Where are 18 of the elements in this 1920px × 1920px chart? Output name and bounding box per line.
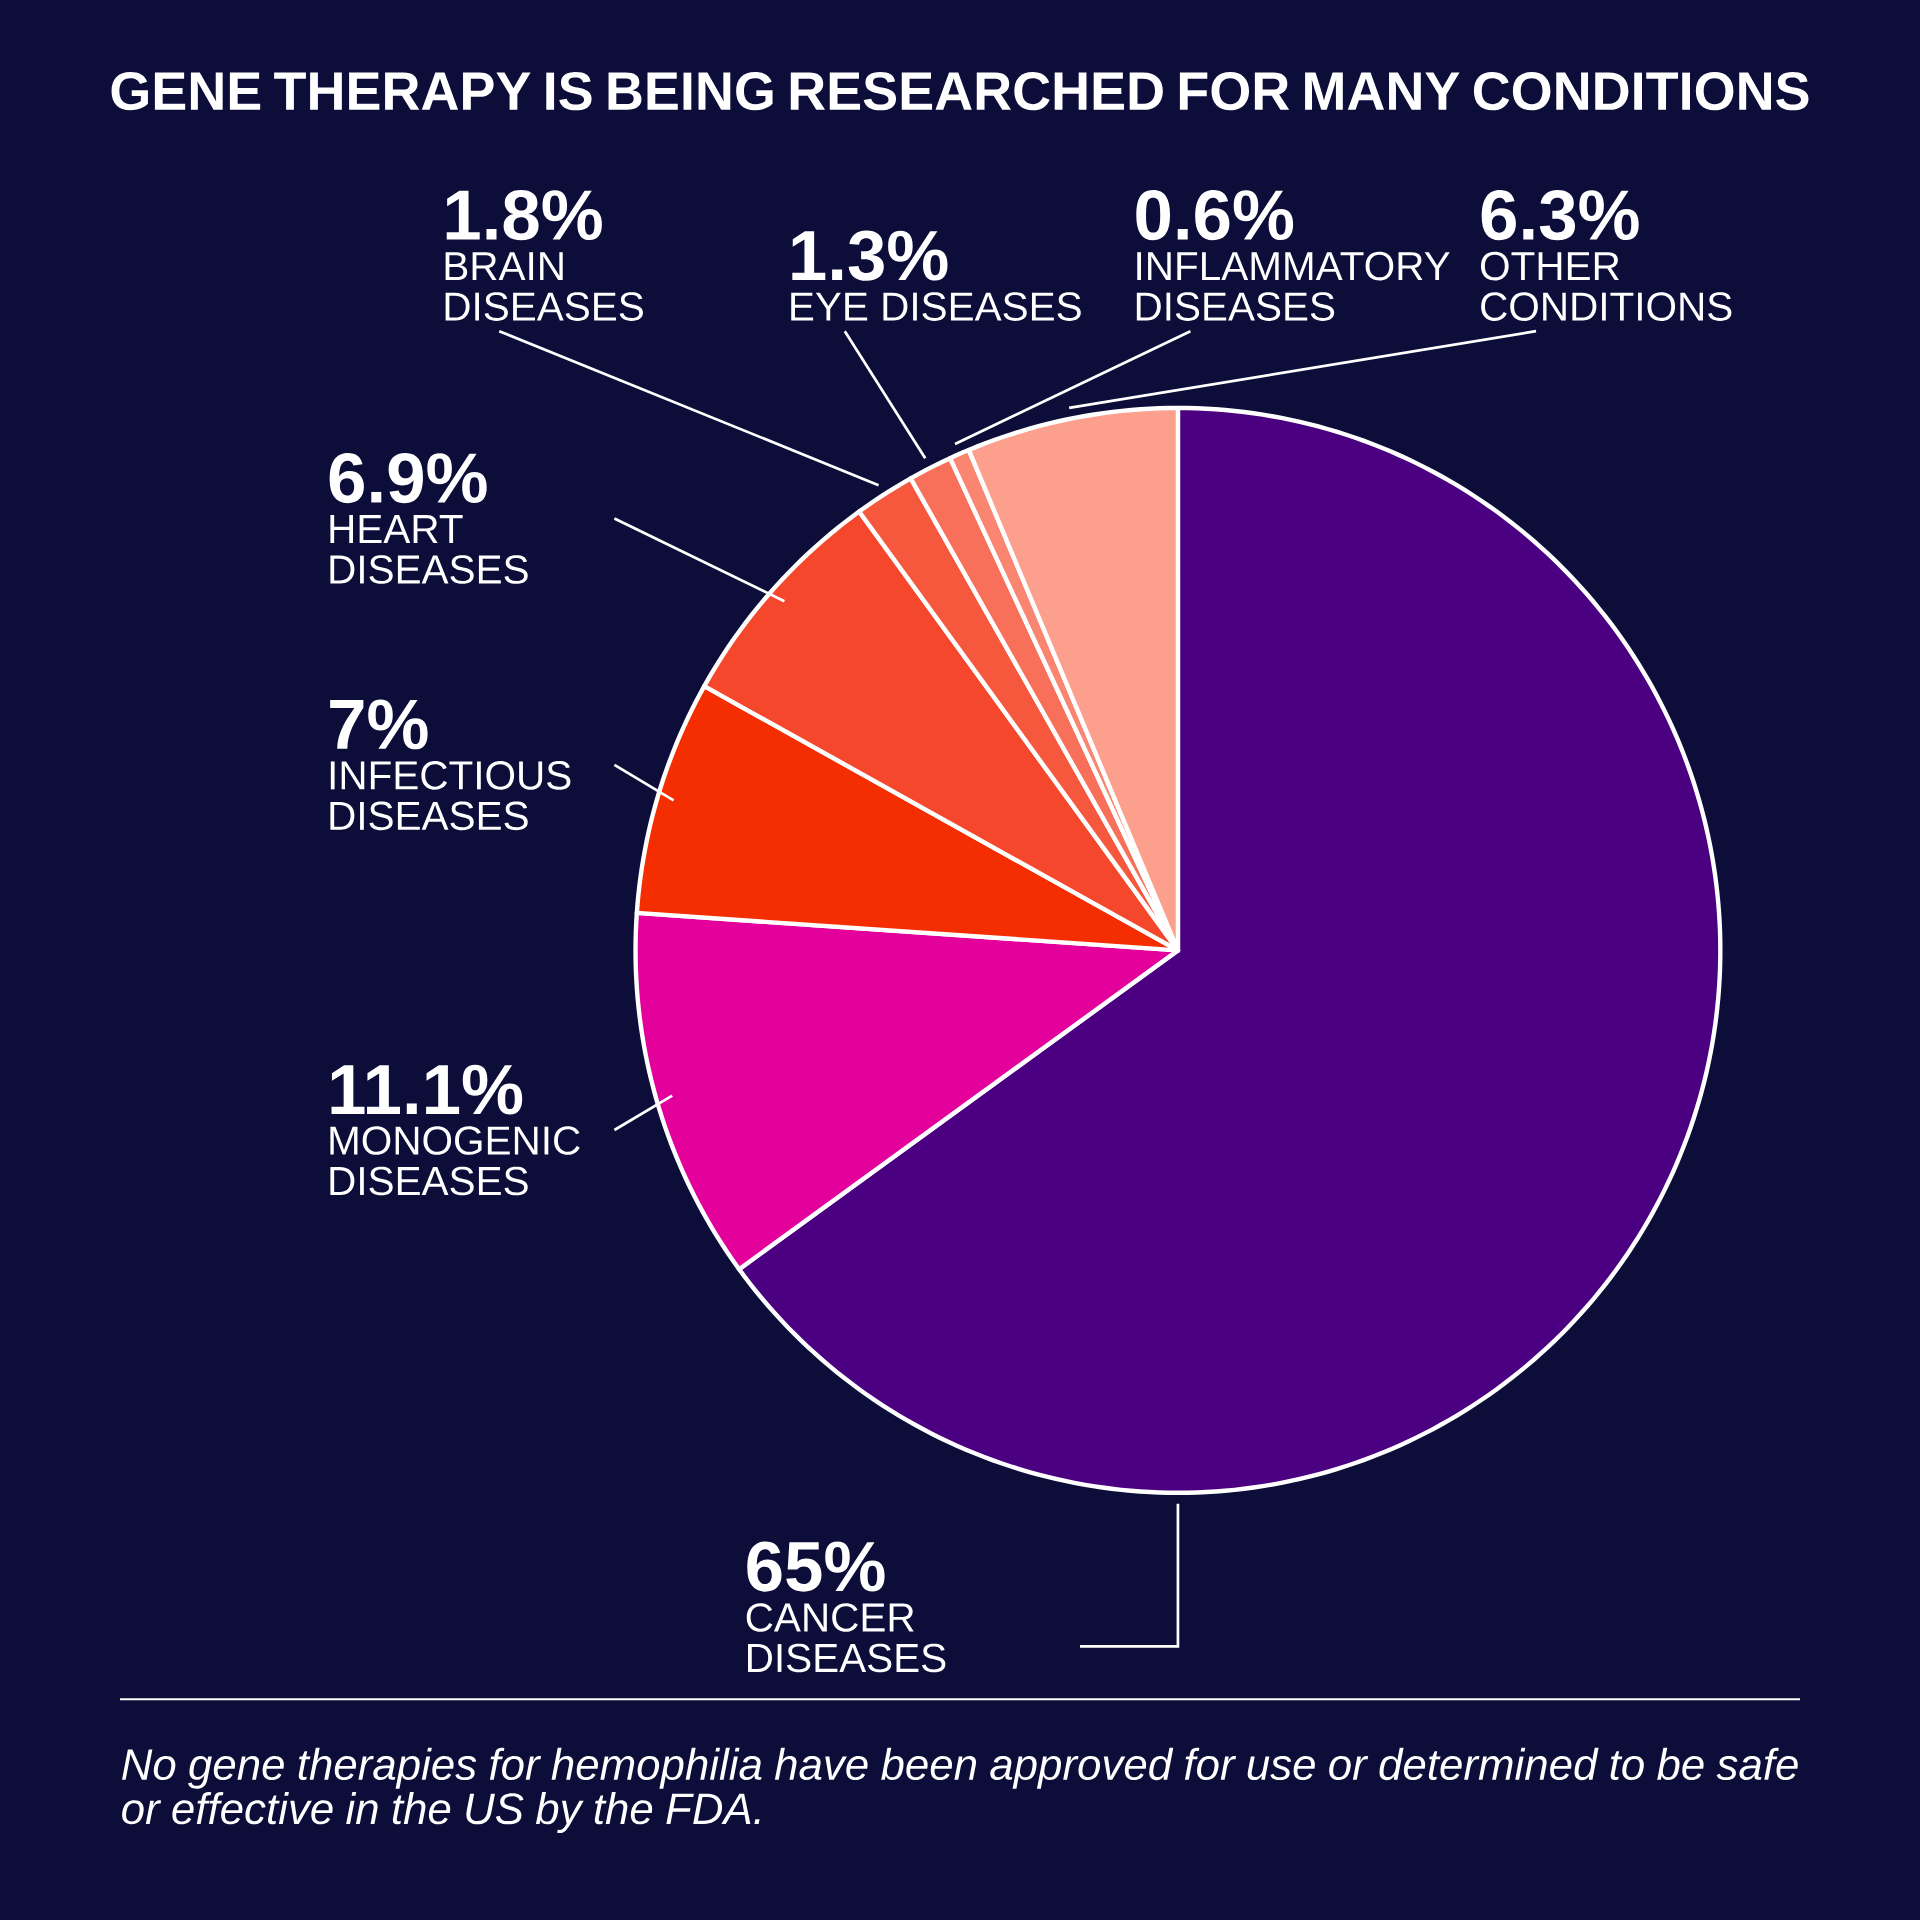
- slice-label: INFECTIOUS DISEASES: [330, 761, 571, 831]
- slice-label: CANCER DISEASES: [746, 1603, 946, 1673]
- data-label: 7%: [330, 699, 428, 750]
- slice-label: OTHER CONDITIONS: [1481, 251, 1732, 321]
- slice-label: BRAIN DISEASES: [445, 252, 643, 321]
- data-label: 65%: [747, 1541, 885, 1592]
- data-label: 11.1%: [331, 1064, 523, 1115]
- slice-label: INFLAMMATORY DISEASES: [1136, 251, 1450, 321]
- data-label: 1.8%: [446, 190, 602, 241]
- data-label: 1.3%: [792, 230, 948, 281]
- data-label: 0.6%: [1136, 190, 1294, 241]
- data-label: 6.9%: [329, 452, 487, 504]
- chart-title: GENE THERAPY IS BEING RESEARCHED FOR MANY CONDITIONS: [111, 72, 1809, 111]
- legend-label: HEART DISEASES: [330, 515, 528, 584]
- slice-label: EYE DISEASES: [791, 292, 1081, 321]
- slice-label: MONOGENIC DISEASES: [330, 1126, 580, 1196]
- text: No gene therapies for hemophilia have been approved for use or determined to be safe or effective in the US by the FDA.: [122, 1747, 1798, 1834]
- data-label: 6.3%: [1481, 190, 1639, 241]
